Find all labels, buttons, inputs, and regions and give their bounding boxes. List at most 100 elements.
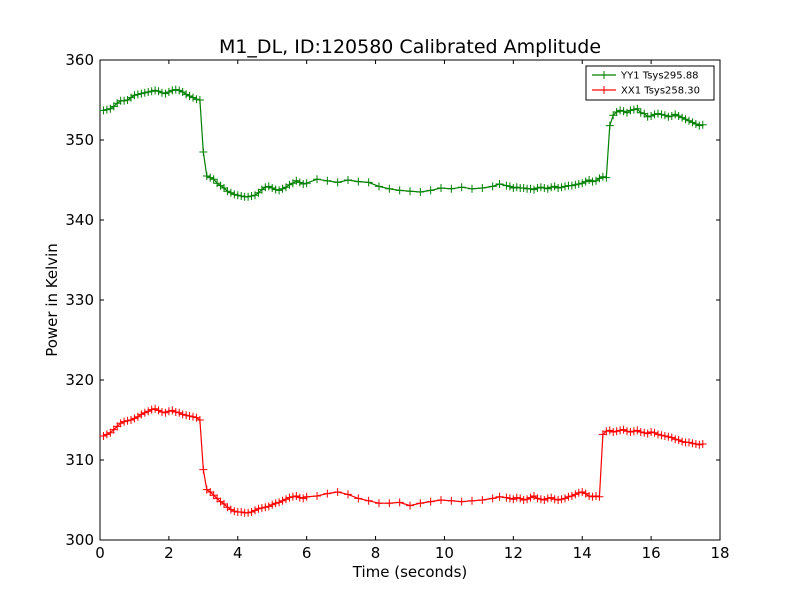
x-tick-label: 14 xyxy=(573,544,592,562)
data-point xyxy=(244,192,253,201)
data-point xyxy=(598,172,607,181)
data-point xyxy=(640,428,649,437)
series-2 xyxy=(99,404,707,517)
data-point xyxy=(664,112,673,121)
ticks-layer: 0 2 4 6 8 10 12 14 16 18 300 310 320 330 340 350 360 xyxy=(65,51,729,562)
data-point xyxy=(623,427,631,436)
data-point xyxy=(654,430,662,439)
data-point xyxy=(495,180,504,188)
data-point xyxy=(502,181,511,190)
data-point xyxy=(395,498,404,507)
data-point xyxy=(616,106,625,115)
data-point xyxy=(278,496,287,505)
data-point xyxy=(671,435,680,444)
data-point xyxy=(364,178,373,187)
data-point xyxy=(447,184,456,193)
data-point xyxy=(512,493,521,502)
data-point xyxy=(526,184,535,193)
data-point xyxy=(640,109,649,118)
data-point xyxy=(533,494,542,503)
data-point xyxy=(650,110,659,119)
data-point xyxy=(137,410,146,419)
data-point xyxy=(512,183,521,192)
data-point xyxy=(154,406,163,415)
data-point xyxy=(164,407,173,416)
data-point xyxy=(302,492,311,501)
data-point xyxy=(488,494,497,503)
data-point xyxy=(547,493,556,502)
data-point xyxy=(230,190,239,199)
data-point xyxy=(540,184,549,192)
data-point xyxy=(264,182,273,191)
legend-box xyxy=(585,65,715,101)
data-point xyxy=(426,497,435,506)
data-point xyxy=(151,86,160,95)
data-point xyxy=(636,428,645,436)
data-point xyxy=(123,416,132,425)
data-point xyxy=(588,492,597,501)
data-point xyxy=(602,173,611,182)
data-point xyxy=(344,490,352,499)
data-point xyxy=(578,179,587,188)
data-point xyxy=(519,184,528,192)
data-point xyxy=(168,406,177,415)
data-point xyxy=(106,428,115,437)
data-point xyxy=(678,437,687,446)
legend-entry: XX1 Tsys258.30 xyxy=(592,86,700,97)
data-point xyxy=(671,110,680,119)
legend-swatch-marker xyxy=(600,86,608,94)
data-point xyxy=(206,488,215,496)
data-point xyxy=(698,440,707,448)
data-point xyxy=(99,432,108,440)
data-point xyxy=(478,496,487,504)
data-point xyxy=(557,183,566,192)
data-point xyxy=(543,184,552,193)
data-point xyxy=(468,496,476,505)
data-point xyxy=(133,90,142,99)
data-point xyxy=(654,109,662,118)
data-point xyxy=(554,184,563,192)
data-point xyxy=(140,408,149,417)
data-point xyxy=(698,120,707,129)
data-point xyxy=(664,432,673,441)
data-point xyxy=(533,184,542,192)
y-tick-label: 350 xyxy=(65,131,94,149)
y-tick-label: 330 xyxy=(65,291,94,309)
data-point xyxy=(161,408,170,417)
data-point xyxy=(516,494,525,503)
data-point xyxy=(275,186,284,195)
data-point xyxy=(626,106,635,115)
data-point xyxy=(185,92,194,100)
x-tick-label: 2 xyxy=(164,544,174,562)
data-point xyxy=(605,121,614,130)
data-point xyxy=(206,173,215,182)
data-point xyxy=(505,182,514,191)
data-point xyxy=(406,187,414,196)
x-tick-label: 6 xyxy=(302,544,312,562)
data-point xyxy=(581,177,590,186)
data-point xyxy=(667,433,676,442)
data-point xyxy=(660,432,669,440)
data-point xyxy=(354,494,363,503)
data-point xyxy=(158,408,166,416)
data-point xyxy=(674,436,683,444)
data-point xyxy=(629,105,638,114)
data-point xyxy=(375,182,383,191)
data-point xyxy=(685,438,693,447)
data-point xyxy=(213,494,222,503)
data-point xyxy=(102,430,111,439)
data-point xyxy=(261,183,270,192)
data-point xyxy=(536,183,545,192)
data-point xyxy=(437,496,445,504)
data-point xyxy=(285,180,294,189)
data-point xyxy=(130,91,139,100)
data-point xyxy=(695,121,704,130)
data-point xyxy=(643,112,652,121)
data-point xyxy=(251,506,259,515)
data-point xyxy=(147,87,156,96)
data-point xyxy=(547,183,556,192)
data-point xyxy=(237,192,246,200)
data-point xyxy=(299,494,308,503)
data-point xyxy=(171,85,180,94)
